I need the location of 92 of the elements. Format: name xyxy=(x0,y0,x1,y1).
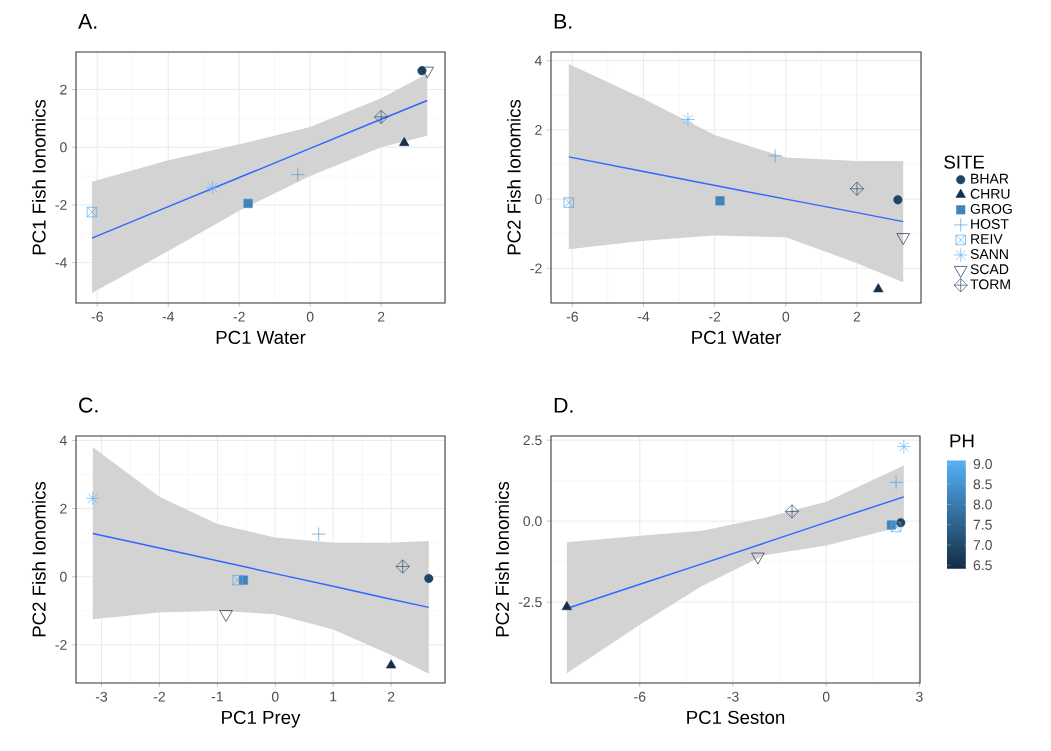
y-tick-label: -4 xyxy=(55,257,67,268)
x-tick-label: 2 xyxy=(853,311,861,322)
point xyxy=(873,283,884,293)
point xyxy=(889,475,904,490)
y-tick-label: -2 xyxy=(55,639,67,650)
y-tick-label: 4 xyxy=(59,435,67,446)
point xyxy=(893,195,903,205)
point xyxy=(751,552,765,565)
color-bar-label: 7.5 xyxy=(973,519,992,530)
line-series xyxy=(91,99,429,239)
legend-label: BHAR xyxy=(971,173,1009,184)
y-axis-title: PC2 Fish Ionomics xyxy=(495,481,510,637)
x-tick-label: -4 xyxy=(162,311,175,322)
chart-title: C. xyxy=(79,397,98,413)
point xyxy=(243,198,253,208)
y-tick-label: -2 xyxy=(55,200,67,210)
x-axis-title: PC1 Prey xyxy=(222,710,301,728)
color-bar-label: 6.5 xyxy=(973,560,992,571)
x-tick-label: 1 xyxy=(330,691,337,702)
y-tick-label: 4 xyxy=(534,55,542,66)
y-axis-title: PC2 Fish Ionomics xyxy=(31,481,46,637)
x-tick-label: -2 xyxy=(709,311,721,322)
y-tick-label: 0.0 xyxy=(523,516,542,527)
x-tick-label: -6 xyxy=(566,311,578,322)
x-tick-label: -3 xyxy=(95,691,108,702)
x-tick-label: 0 xyxy=(822,691,830,702)
chart-title: D. xyxy=(554,397,573,413)
color-bar-label: 7.0 xyxy=(973,540,992,550)
y-tick-label: 2.5 xyxy=(523,435,542,446)
y-tick-label: 0 xyxy=(535,194,542,205)
x-axis-title: PC1 Seston xyxy=(687,710,785,724)
point xyxy=(386,659,397,669)
x-axis-title: PC1 Water xyxy=(692,330,781,344)
legend-label: SANN xyxy=(970,249,1008,260)
point xyxy=(420,66,434,79)
legend-label: CHRU xyxy=(970,188,1010,199)
y-tick-label: 2 xyxy=(60,503,67,514)
line-series xyxy=(92,532,430,609)
x-tick-label: -1 xyxy=(211,691,223,702)
y-tick-label: 0 xyxy=(60,571,67,582)
point xyxy=(785,504,800,519)
point xyxy=(424,573,434,583)
chart-title: A. xyxy=(78,13,97,29)
x-tick-label: 3 xyxy=(916,691,923,702)
x-tick-label: -4 xyxy=(637,311,650,322)
legend-label: TORM xyxy=(970,279,1010,290)
legend-label: HOST xyxy=(971,219,1009,229)
point xyxy=(561,601,572,610)
point xyxy=(890,521,902,533)
y-axis-title: PC2 Fish Ionomics xyxy=(506,99,521,255)
point xyxy=(399,137,410,146)
x-tick-label: -2 xyxy=(153,691,165,702)
legend-label: SCAD xyxy=(970,264,1009,275)
x-tick-label: -6 xyxy=(634,691,646,702)
y-tick-label: 0 xyxy=(60,142,67,153)
color-bar-title: PH xyxy=(950,434,974,448)
y-tick-label: -2 xyxy=(530,263,542,274)
point xyxy=(768,148,783,163)
x-tick-label: -6 xyxy=(91,311,103,322)
point xyxy=(395,559,410,574)
point xyxy=(563,197,574,208)
point xyxy=(849,181,864,196)
color-bar-label: 8.0 xyxy=(973,499,992,510)
point xyxy=(896,439,911,454)
x-tick-label: 0 xyxy=(271,691,279,702)
point xyxy=(290,167,305,182)
y-tick-label: -2.5 xyxy=(518,597,542,608)
point xyxy=(896,233,910,245)
point xyxy=(680,112,695,127)
y-axis-title: PC1 Fish Ionomics xyxy=(31,99,46,255)
point xyxy=(85,491,100,506)
point xyxy=(232,574,243,586)
color-bar-label: 9.0 xyxy=(973,459,992,469)
legend-label: REIV xyxy=(971,234,1003,244)
x-tick-label: -3 xyxy=(727,691,739,702)
x-tick-label: 2 xyxy=(387,691,395,702)
y-tick-label: 2 xyxy=(535,125,542,135)
x-tick-label: 2 xyxy=(377,311,385,322)
point xyxy=(205,180,220,195)
legend-label: GROG xyxy=(970,203,1012,214)
point xyxy=(311,527,326,542)
point xyxy=(715,196,725,206)
x-tick-label: -2 xyxy=(233,311,245,322)
chart-title: B. xyxy=(554,13,572,29)
color-bar-label: 8.5 xyxy=(973,479,992,490)
y-tick-label: 2 xyxy=(60,84,67,95)
x-axis-title: PC1 Water xyxy=(216,330,306,344)
x-tick-label: 0 xyxy=(306,311,314,322)
x-tick-label: 0 xyxy=(782,311,790,322)
legend-title: SITE xyxy=(944,155,985,169)
point xyxy=(374,109,389,124)
point xyxy=(86,206,98,218)
